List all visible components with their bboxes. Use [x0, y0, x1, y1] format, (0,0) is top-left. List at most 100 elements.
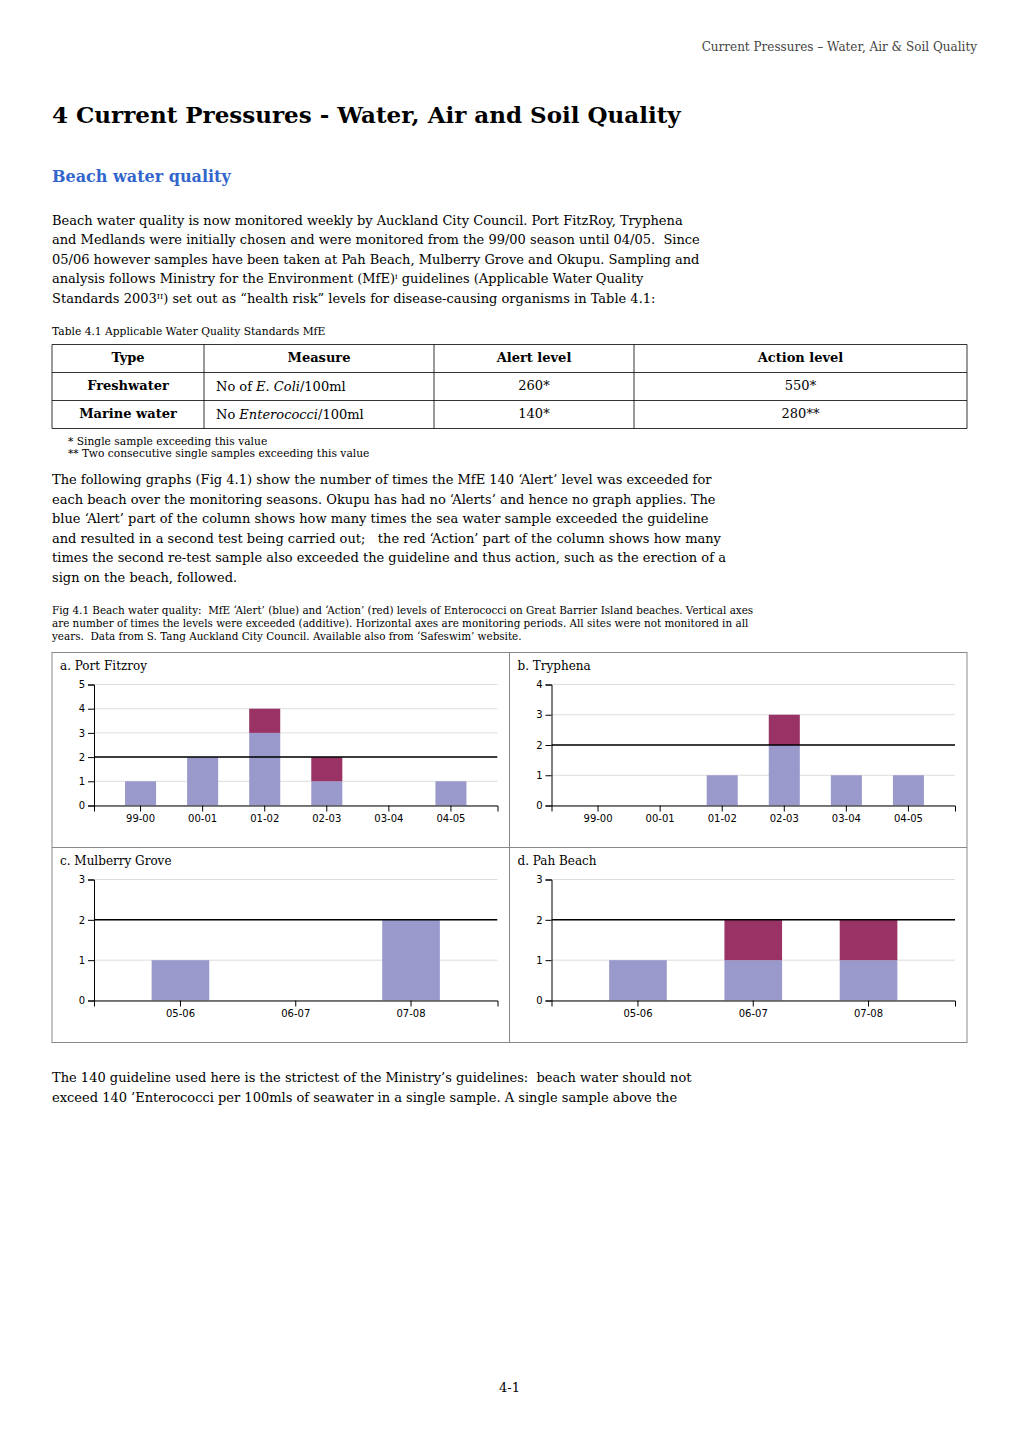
table-header: Type [111, 350, 144, 365]
grid-line [94, 879, 498, 880]
tick-label: 3 [536, 709, 542, 720]
table-cell: No of E. Coli/100ml [216, 378, 346, 393]
table-cell-part: No of [216, 378, 256, 393]
chart-title: a. Port Fitzroy [60, 659, 147, 673]
tick-mark [908, 806, 909, 812]
tick: 04-05 [436, 806, 465, 824]
x-axis: 99-0000-0101-0202-0303-0404-05 [95, 806, 499, 824]
x-axis: 05-06 06-07 07-08 [95, 1001, 499, 1019]
tick-mark [264, 806, 265, 812]
tick-label: 3 [79, 874, 85, 885]
table-rule [434, 345, 435, 429]
tick: 07-08 [854, 1001, 883, 1019]
tick-label: 05-06 [166, 1008, 195, 1019]
tick-mark [411, 1001, 412, 1007]
tick-label: 99-00 [584, 813, 613, 824]
figure-caption: years. Data from S. Tang Auckland City C… [51, 630, 522, 642]
bar-segment [125, 781, 156, 805]
bar-segment [152, 960, 210, 961]
tick: 1 [536, 955, 551, 966]
tick-label: 04-05 [894, 813, 923, 824]
bar-segment [311, 757, 342, 781]
chart-title: d. Pah Beach [518, 854, 597, 868]
bar-segment [373, 805, 404, 806]
tick-label: 06-07 [281, 1008, 310, 1019]
grid-line [552, 714, 956, 715]
bar-segment [609, 960, 667, 961]
tick-mark [753, 1001, 754, 1007]
grid-line [552, 745, 956, 746]
bar-segment [382, 920, 440, 1001]
table-cell: No Enterococci/100ml [216, 406, 364, 421]
tick-label: 07-08 [397, 1008, 426, 1019]
table-cell-part: /100ml [318, 406, 364, 421]
grid [94, 685, 498, 806]
chart: 05-0606-0707-080123 [79, 874, 498, 1018]
bar-segment [267, 1000, 325, 1001]
tick-mark [846, 806, 847, 812]
table-rule [204, 345, 205, 429]
bar-segment [583, 805, 614, 806]
paragraph-line: exceed 140 ’Enterococci per 100mls of se… [52, 1090, 677, 1105]
table-cell-part: E. Coli [255, 378, 300, 393]
tick-mark [88, 1001, 94, 1002]
tick-mark [660, 806, 661, 812]
grid [552, 685, 956, 806]
tick-mark [868, 1001, 869, 1007]
tick-label: 99-00 [126, 813, 155, 824]
panel-divider [52, 847, 967, 848]
table-cell: Marine water [79, 406, 177, 421]
table-header: Alert level [496, 350, 572, 365]
tick-mark [546, 806, 552, 807]
tick: 2 [79, 752, 94, 763]
tick-label: 2 [536, 915, 542, 926]
bars [94, 709, 498, 806]
tick-mark [450, 806, 451, 812]
paragraph-line: Standards 2003ᴵᴵ) set out as “health ris… [52, 291, 655, 306]
bars [94, 920, 498, 1001]
bar-segment [769, 745, 800, 806]
chart: 99-0000-0101-0202-0303-0404-0501234 [536, 679, 955, 823]
tick-mark [88, 781, 94, 782]
tick: 3 [79, 728, 94, 739]
axis-line [546, 880, 553, 1001]
tick-mark [88, 709, 94, 710]
grid-line [94, 684, 498, 685]
tick: 0 [536, 800, 551, 811]
tick: 4 [536, 679, 551, 690]
tick-label: 01-02 [250, 813, 279, 824]
tick-label: 0 [536, 800, 542, 811]
table-rule [52, 372, 967, 373]
tick: 06-07 [739, 1001, 768, 1019]
tick: 00-01 [646, 806, 675, 824]
bar-segment [125, 781, 156, 782]
tick: 0 [536, 995, 551, 1006]
axis-line [95, 1001, 499, 1007]
tick: 05-06 [166, 1001, 195, 1019]
tick: 07-08 [397, 1001, 426, 1019]
tick-mark [202, 806, 203, 812]
paragraph-line: Beach water quality is now monitored wee… [52, 213, 683, 228]
bar-segment [893, 775, 924, 776]
tick-mark [180, 1001, 181, 1007]
tick: 0 [79, 800, 94, 811]
grid-line [552, 919, 956, 920]
chart-title: b. Tryphena [518, 659, 591, 673]
table-rule [52, 345, 53, 429]
tick: 5 [79, 679, 94, 690]
reference-line [94, 919, 498, 921]
chart: 99-0000-0101-0202-0303-0404-05012345 [79, 679, 498, 823]
tick-label: 03-04 [832, 813, 861, 824]
tick-mark [88, 920, 94, 921]
page: Current Pressures – Water, Air & Soil Qu… [0, 0, 1019, 1442]
tick: 03-04 [374, 806, 403, 824]
bar-segment [831, 775, 862, 776]
paragraph-line: each beach over the monitoring seasons. … [52, 492, 716, 507]
reference-line [552, 744, 956, 746]
tick-label: 04-05 [436, 813, 465, 824]
tick-mark [88, 960, 94, 961]
paragraph-line: analysis follows Ministry for the Enviro… [52, 271, 644, 286]
grid-line [94, 708, 498, 709]
paragraph-line: 05/06 however samples have been taken at… [52, 252, 699, 267]
bar-segment [707, 775, 738, 776]
